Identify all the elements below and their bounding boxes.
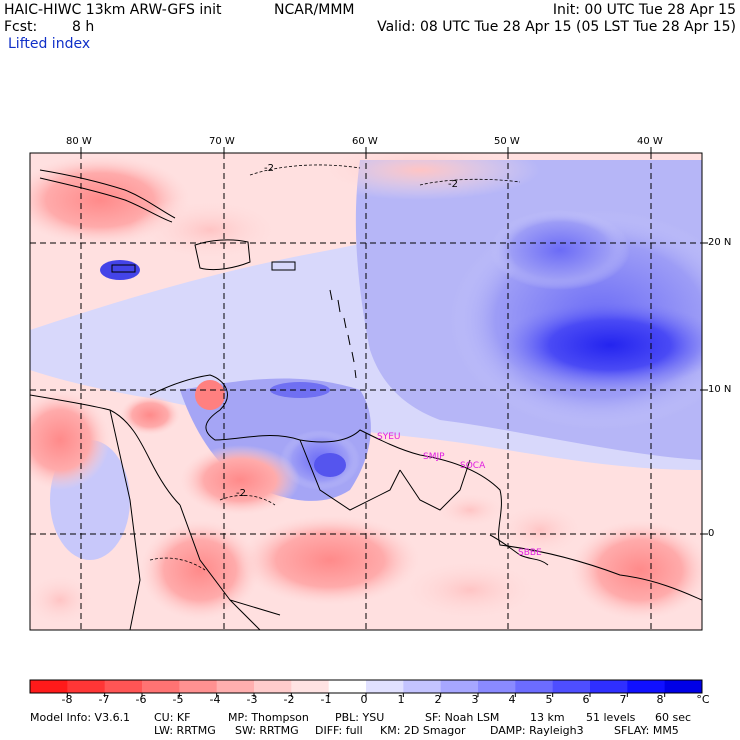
footer-lw: LW: RRTMG bbox=[154, 724, 216, 737]
lat-lon-grid bbox=[30, 153, 702, 630]
colorbar-label: -2 bbox=[283, 693, 295, 706]
colorbar-label: 1 bbox=[397, 693, 405, 706]
colorbar-label: -3 bbox=[246, 693, 258, 706]
colorbar-label: -8 bbox=[61, 693, 73, 706]
colorbar-swatch bbox=[291, 680, 330, 693]
footer-timestep: 60 sec bbox=[655, 711, 692, 724]
colorbar-label: -1 bbox=[320, 693, 332, 706]
station-label: SOCA bbox=[460, 461, 486, 471]
colorbar bbox=[29, 679, 703, 697]
lon-label: 50 W bbox=[494, 136, 520, 147]
lon-label: 80 W bbox=[66, 136, 92, 147]
valid-time: Valid: 08 UTC Tue 28 Apr 15 (05 LST Tue … bbox=[377, 19, 736, 35]
colorbar-label: -6 bbox=[135, 693, 147, 706]
colorbar-swatch bbox=[104, 680, 143, 693]
colorbar-label: 7 bbox=[619, 693, 627, 706]
axis-ticks bbox=[80, 147, 708, 535]
colorbar-label: 2 bbox=[434, 693, 442, 706]
colorbar-swatch bbox=[328, 680, 367, 693]
coastlines bbox=[30, 169, 702, 630]
colorbar-label: 6 bbox=[582, 693, 590, 706]
footer-model-info: Model Info: V3.6.1 bbox=[30, 711, 131, 724]
init-time: Init: 00 UTC Tue 28 Apr 15 bbox=[552, 2, 736, 18]
colorbar-swatch bbox=[403, 680, 442, 693]
colorbar-swatch bbox=[30, 680, 68, 693]
colorbar-label: 3 bbox=[471, 693, 479, 706]
colorbar-swatch bbox=[142, 680, 180, 693]
shaded-field bbox=[30, 153, 702, 630]
footer-mp: MP: Thompson bbox=[228, 711, 309, 724]
colorbar-swatch bbox=[478, 680, 516, 693]
colorbar-label: -4 bbox=[209, 693, 221, 706]
lat-label: 10 N bbox=[708, 384, 732, 395]
contour-lines bbox=[149, 164, 521, 571]
footer-resolution: 13 km bbox=[530, 711, 565, 724]
footer-km: KM: 2D Smagor bbox=[380, 724, 466, 737]
footer-pbl: PBL: YSU bbox=[335, 711, 385, 724]
footer-levels: 51 levels bbox=[586, 711, 636, 724]
colorbar-label: 8 bbox=[656, 693, 664, 706]
org-label: NCAR/MMM bbox=[274, 2, 355, 18]
station-label: SYEU bbox=[377, 432, 401, 442]
model-title: HAIC-HIWC 13km ARW-GFS init bbox=[4, 2, 222, 18]
footer-sf: SF: Noah LSM bbox=[425, 711, 500, 724]
colorbar-swatch bbox=[552, 680, 591, 693]
colorbar-swatch bbox=[590, 680, 628, 693]
colorbar-swatch bbox=[366, 680, 404, 693]
colorbar-label: 5 bbox=[545, 693, 553, 706]
colorbar-swatch bbox=[664, 680, 703, 693]
footer-sflay: SFLAY: MM5 bbox=[614, 724, 679, 737]
contour-label: -2 bbox=[264, 163, 274, 174]
colorbar-swatch bbox=[179, 680, 218, 693]
colorbar-label: 4 bbox=[508, 693, 516, 706]
lon-label: 60 W bbox=[352, 136, 378, 147]
contour-label: -2 bbox=[236, 488, 246, 499]
colorbar-swatch bbox=[440, 680, 479, 693]
lon-label: 40 W bbox=[637, 136, 663, 147]
footer-damp: DAMP: Rayleigh3 bbox=[490, 724, 584, 737]
colorbar-swatch bbox=[216, 680, 255, 693]
colorbar-swatch bbox=[254, 680, 292, 693]
colorbar-label: -7 bbox=[98, 693, 110, 706]
lon-label: 70 W bbox=[209, 136, 235, 147]
fcst-label: Fcst: bbox=[4, 19, 38, 35]
contour-label: -2 bbox=[448, 179, 458, 190]
field-name: Lifted index bbox=[8, 36, 91, 52]
colorbar-label: 0 bbox=[360, 693, 368, 706]
fcst-value: 8 h bbox=[72, 19, 95, 35]
colorbar-unit: °C bbox=[696, 693, 710, 706]
lat-label: 0 bbox=[708, 528, 715, 539]
map-frame bbox=[29, 152, 703, 631]
footer-sw: SW: RRTMG bbox=[235, 724, 299, 737]
station-label: SMJP bbox=[423, 452, 445, 462]
station-label: SBBE bbox=[518, 548, 542, 558]
colorbar-swatch bbox=[67, 680, 106, 693]
colorbar-label: -5 bbox=[172, 693, 184, 706]
lat-label: 20 N bbox=[708, 237, 732, 248]
footer-diff: DIFF: full bbox=[315, 724, 363, 737]
footer-cu: CU: KF bbox=[154, 711, 191, 724]
colorbar-swatch bbox=[515, 680, 554, 693]
colorbar-swatch bbox=[627, 680, 666, 693]
